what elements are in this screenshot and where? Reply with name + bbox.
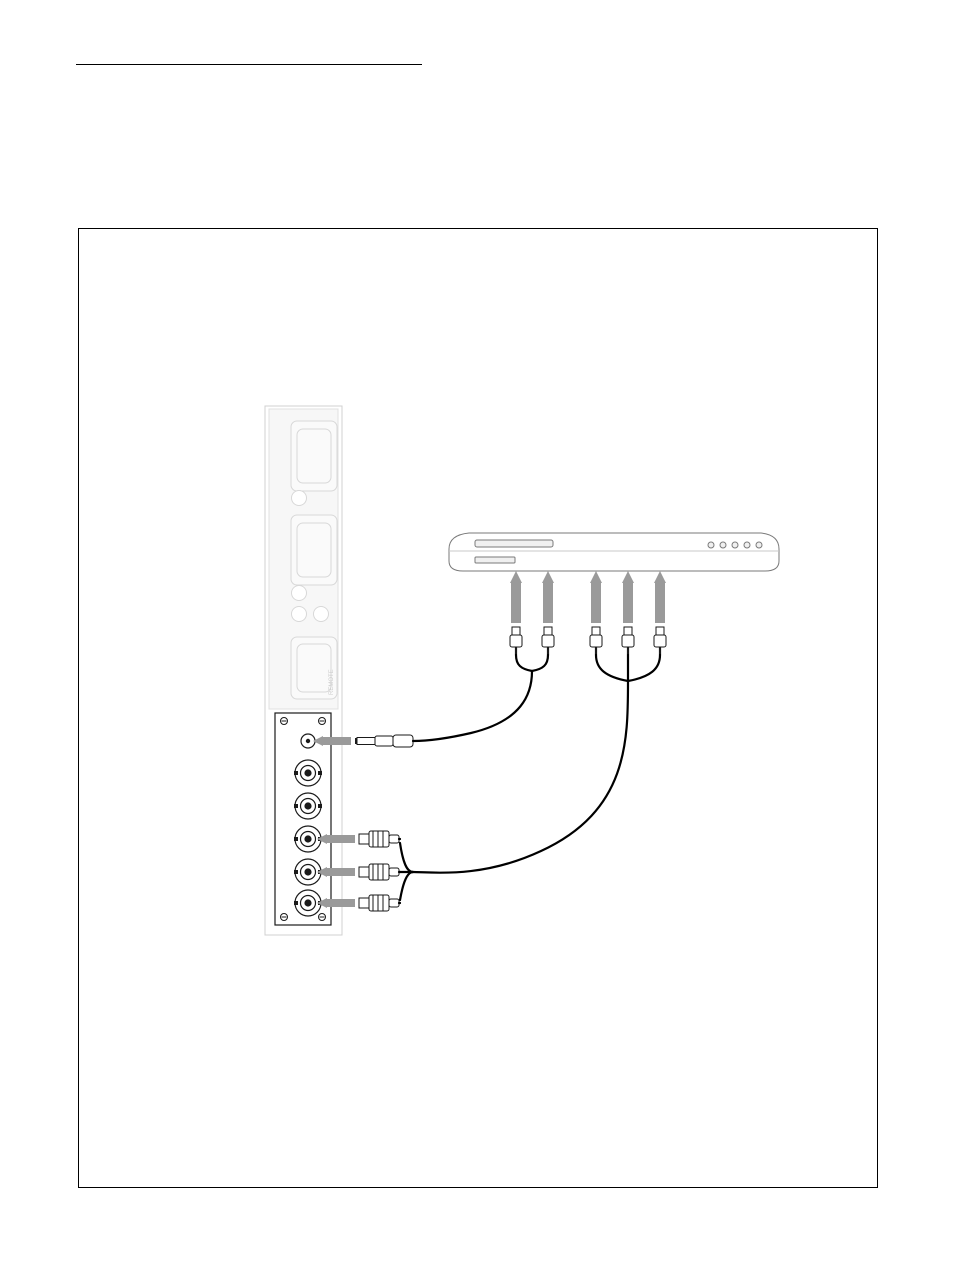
bnc-plug (359, 895, 399, 911)
remote-label: REMOTE (329, 669, 335, 695)
bnc-plug (359, 864, 399, 880)
top-rule (76, 64, 422, 65)
rca-plug (542, 627, 554, 655)
device-input-arrows (510, 571, 666, 623)
rca-plug (622, 627, 634, 655)
connection-diagram: REMOTE (79, 229, 877, 1187)
bnc-port (294, 760, 322, 786)
rca-plug (654, 627, 666, 655)
page: REMOTE (0, 0, 954, 1274)
minijack-plug (355, 735, 413, 747)
bnc-port (294, 793, 322, 819)
figure-frame: REMOTE (78, 228, 878, 1188)
cables (399, 655, 660, 903)
bnc-plug-group (359, 831, 399, 911)
source-device (449, 533, 779, 571)
rca-plug-group (510, 627, 666, 655)
io-panel: REMOTE (265, 406, 342, 935)
mini-jack-port (301, 734, 315, 748)
rca-plug (590, 627, 602, 655)
rca-plug (510, 627, 522, 655)
bnc-plug (359, 831, 399, 847)
